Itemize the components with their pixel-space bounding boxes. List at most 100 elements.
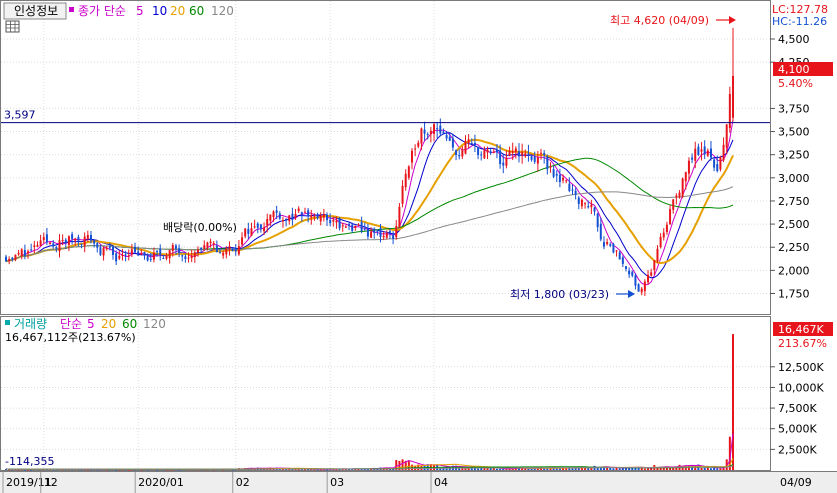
candle-body — [495, 149, 498, 153]
volume-bar — [650, 468, 653, 470]
volume-bar — [86, 469, 89, 471]
volume-bar — [665, 467, 668, 470]
volume-bar — [505, 468, 508, 470]
volume-bar — [672, 466, 675, 470]
candle-body — [247, 228, 250, 234]
candle-body — [80, 243, 83, 245]
volume-ma-120-line — [5, 465, 734, 470]
volume-bar — [492, 467, 495, 470]
candle-body — [716, 164, 719, 171]
candle-body — [706, 150, 709, 156]
candle-body — [562, 177, 565, 181]
volume-bar — [634, 467, 637, 470]
volume-bar — [480, 467, 483, 470]
volume-bar — [574, 467, 577, 470]
candle-body — [404, 173, 407, 188]
x-axis-strip — [0, 471, 837, 493]
volume-ma-20-label: 20 — [101, 317, 116, 331]
volume-bar — [55, 469, 58, 471]
volume-bar — [146, 469, 149, 471]
candle-body — [344, 226, 347, 228]
candle-body — [593, 207, 596, 212]
volume-bar — [565, 468, 568, 470]
candle-body — [209, 241, 212, 244]
candle-body — [653, 260, 656, 270]
candle-body — [212, 243, 215, 245]
candle-body — [599, 223, 602, 240]
candle-body — [93, 240, 96, 244]
candle-body — [174, 245, 177, 249]
volume-bar — [555, 468, 558, 470]
candle-body — [584, 203, 587, 205]
candle-body — [678, 192, 681, 198]
info-tab-button[interactable] — [3, 2, 67, 20]
candle-body — [96, 243, 99, 248]
price-panel[interactable] — [0, 0, 771, 315]
price-tick-label: 3,750 — [778, 102, 810, 115]
volume-bar — [713, 467, 716, 470]
candle-body — [445, 135, 448, 139]
volume-bar — [196, 469, 199, 471]
candle-body — [8, 259, 11, 262]
volume-bar — [357, 469, 360, 471]
candle-body — [558, 174, 561, 182]
volume-bar — [124, 469, 127, 471]
candle-body — [580, 199, 583, 207]
volume-bar — [647, 468, 650, 470]
volume-panel[interactable] — [0, 316, 771, 471]
candle-body — [99, 247, 102, 255]
candle-body — [590, 204, 593, 208]
candle-body — [288, 215, 291, 222]
price-legend-prefix: 종가 단순 — [78, 4, 126, 18]
candle-body — [168, 250, 171, 259]
candle-body — [112, 246, 115, 255]
candle-body — [624, 266, 627, 269]
candle-body — [492, 151, 495, 153]
candle-body — [193, 252, 196, 258]
volume-bar — [530, 468, 533, 470]
volume-bar — [8, 469, 11, 471]
volume-bar — [615, 467, 618, 470]
candle-body — [596, 213, 599, 228]
candle-body — [722, 144, 725, 161]
volume-bar — [442, 467, 445, 470]
volume-legend-swatch — [5, 320, 10, 325]
volume-bar — [612, 468, 615, 470]
volume-tick-label: 5,000K — [778, 423, 817, 436]
candle-body — [266, 219, 269, 226]
candle-body — [694, 148, 697, 161]
candle-body — [477, 146, 480, 156]
candle-body — [146, 256, 149, 261]
volume-min-label: -114,355 — [5, 455, 54, 468]
candle-body — [348, 224, 351, 227]
lc-readout: LC:127.78 — [772, 3, 828, 16]
volume-bar — [558, 467, 561, 470]
volume-current-readout: 16,467,112주(213.67%) — [5, 331, 136, 344]
candle-body — [326, 214, 329, 221]
candle-body — [196, 249, 199, 253]
x-tick-label: 2020/01 — [138, 476, 184, 489]
volume-bar — [596, 467, 599, 470]
volume-bar — [52, 469, 55, 471]
candle-body — [259, 224, 262, 229]
volume-bar — [533, 468, 536, 470]
candle-body — [363, 228, 366, 230]
candle-body — [672, 199, 675, 210]
x-axis-end-label: 04/09 — [780, 476, 812, 489]
volume-current-badge-value: 16,467K — [778, 323, 824, 336]
candle-body — [225, 248, 228, 255]
volume-bar — [71, 469, 74, 471]
axis-layer: 1,750 2,000 2,250 2,500 2,750 3,000 3,250 3,500… — [2, 33, 824, 493]
grid-toggle-icon[interactable] — [5, 20, 20, 33]
volume-ma-60-label: 60 — [122, 317, 137, 331]
price-tick-label: 3,500 — [778, 126, 810, 139]
candle-body — [568, 183, 571, 191]
candle-body — [615, 250, 618, 252]
volume-bar — [571, 468, 574, 470]
candle-body — [39, 240, 42, 247]
candle-body — [11, 257, 14, 260]
candle-body — [697, 146, 700, 155]
candle-body — [426, 134, 429, 136]
candle-body — [640, 288, 643, 293]
